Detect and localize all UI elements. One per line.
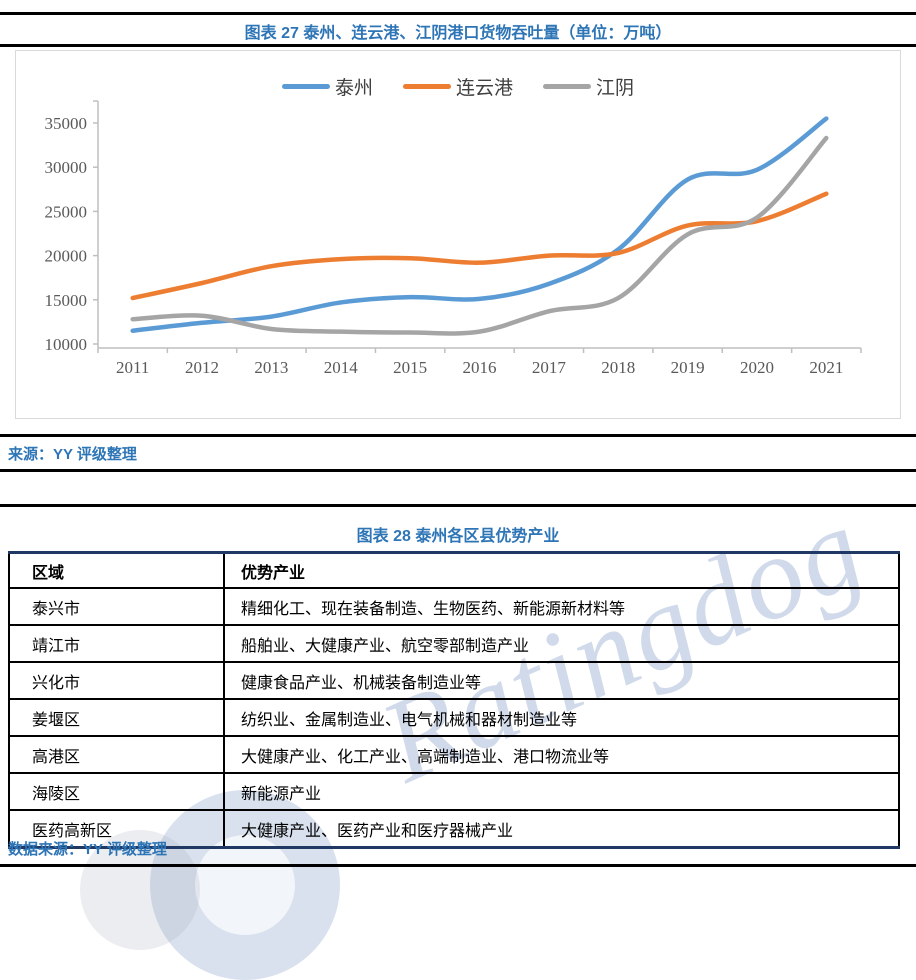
y-axis-tick-label: 10000 <box>45 335 88 354</box>
x-axis-tick-label: 2018 <box>601 358 635 377</box>
cell-industries: 健康食品产业、机械装备制造业等 <box>223 661 900 700</box>
y-axis-tick-label: 30000 <box>45 158 88 177</box>
legend-item-连云港: 连云港 <box>402 73 513 100</box>
table-header-row: 区域 优势产业 <box>8 551 900 589</box>
divider-rule-above-source <box>0 434 916 437</box>
industry-table: 区域 优势产业 泰兴市 精细化工、现在装备制造、生物医药、新能源新材料等 靖江市 船舶… <box>8 551 900 849</box>
cell-region: 泰兴市 <box>8 587 225 626</box>
throughput-chart: 泰州 连云港 江阴 10000 15000 20000 25000 30000 35000 20… <box>15 50 901 419</box>
legend-item-江阴: 江阴 <box>543 73 634 100</box>
table-source-text: 数据来源：YY 评级整理 <box>8 841 167 858</box>
column-header-region: 区域 <box>8 551 225 589</box>
cell-region: 海陵区 <box>8 772 225 811</box>
y-axis-tick-label: 20000 <box>45 247 88 266</box>
table-row: 靖江市 船舶业、大健康产业、航空零部制造产业 <box>8 624 900 663</box>
series-line-江阴 <box>130 135 829 336</box>
divider-rule-below-source <box>0 469 916 472</box>
cell-region: 兴化市 <box>8 661 225 700</box>
x-axis-tick-label: 2014 <box>324 358 359 377</box>
legend-label: 连云港 <box>455 77 513 99</box>
legend-item-泰州: 泰州 <box>281 73 373 100</box>
cell-region: 高港区 <box>8 735 225 774</box>
chart-legend: 泰州 连云港 江阴 <box>16 73 900 99</box>
y-axis-tick-label: 25000 <box>45 202 88 221</box>
table-row: 海陵区 新能源产业 <box>8 772 900 811</box>
table-row: 医药高新区 大健康产业、医药产业和医疗器械产业 <box>8 809 900 849</box>
legend-label: 江阴 <box>596 77 635 99</box>
x-axis-tick-label: 2013 <box>254 358 288 377</box>
x-axis-tick-label: 2011 <box>116 358 149 377</box>
legend-line-swatch <box>402 83 451 89</box>
x-axis-tick-label: 2016 <box>463 358 497 377</box>
cell-industries: 大健康产业、医药产业和医疗器械产业 <box>223 809 900 849</box>
table-row: 高港区 大健康产业、化工产业、高端制造业、港口物流业等 <box>8 735 900 774</box>
chart-figure-title: 图表 27 泰州、连云港、江阴港口货物吞吐量（单位：万吨） <box>244 25 672 42</box>
divider-rule-under-chart-title <box>0 44 916 47</box>
x-axis-tick-label: 2020 <box>740 358 774 377</box>
column-header-industries: 优势产业 <box>223 551 900 589</box>
cell-industries: 大健康产业、化工产业、高端制造业、港口物流业等 <box>223 735 900 774</box>
x-axis-tick-label: 2015 <box>393 358 427 377</box>
cell-industries: 船舶业、大健康产业、航空零部制造产业 <box>223 624 900 663</box>
cell-region: 姜堰区 <box>8 698 225 737</box>
table-figure-title: 图表 28 泰州各区县优势产业 <box>356 528 560 545</box>
series-line-连云港 <box>130 191 829 301</box>
x-axis-tick-label: 2017 <box>532 358 567 377</box>
cell-industries: 精细化工、现在装备制造、生物医药、新能源新材料等 <box>223 587 900 626</box>
y-axis-tick-label: 15000 <box>45 291 88 310</box>
table-row: 泰兴市 精细化工、现在装备制造、生物医药、新能源新材料等 <box>8 587 900 626</box>
x-axis-tick-label: 2021 <box>809 358 843 377</box>
legend-line-swatch <box>281 83 330 89</box>
cell-region: 靖江市 <box>8 624 225 663</box>
divider-rule-section2 <box>0 504 916 507</box>
x-axis-tick-label: 2019 <box>671 358 705 377</box>
table-row: 姜堰区 纺织业、金属制造业、电气机械和器材制造业等 <box>8 698 900 737</box>
cell-industries: 纺织业、金属制造业、电气机械和器材制造业等 <box>223 698 900 737</box>
x-axis-tick-label: 2012 <box>185 358 219 377</box>
chart-source-text: 来源：YY 评级整理 <box>8 446 137 463</box>
y-axis-tick-label: 35000 <box>45 114 88 133</box>
divider-rule-top <box>0 12 916 15</box>
legend-label: 泰州 <box>334 77 373 99</box>
throughput-chart-svg: 10000 15000 20000 25000 30000 35000 2011 2012 20… <box>45 100 862 377</box>
table-row: 兴化市 健康食品产业、机械装备制造业等 <box>8 661 900 700</box>
cell-industries: 新能源产业 <box>223 772 900 811</box>
series-line-泰州 <box>130 116 829 333</box>
divider-rule-bottom <box>0 864 916 867</box>
legend-line-swatch <box>543 83 591 89</box>
industry-table-body: 泰兴市 精细化工、现在装备制造、生物医药、新能源新材料等 靖江市 船舶业、大健康产业、… <box>8 587 900 849</box>
cell-region: 医药高新区 <box>8 809 225 849</box>
